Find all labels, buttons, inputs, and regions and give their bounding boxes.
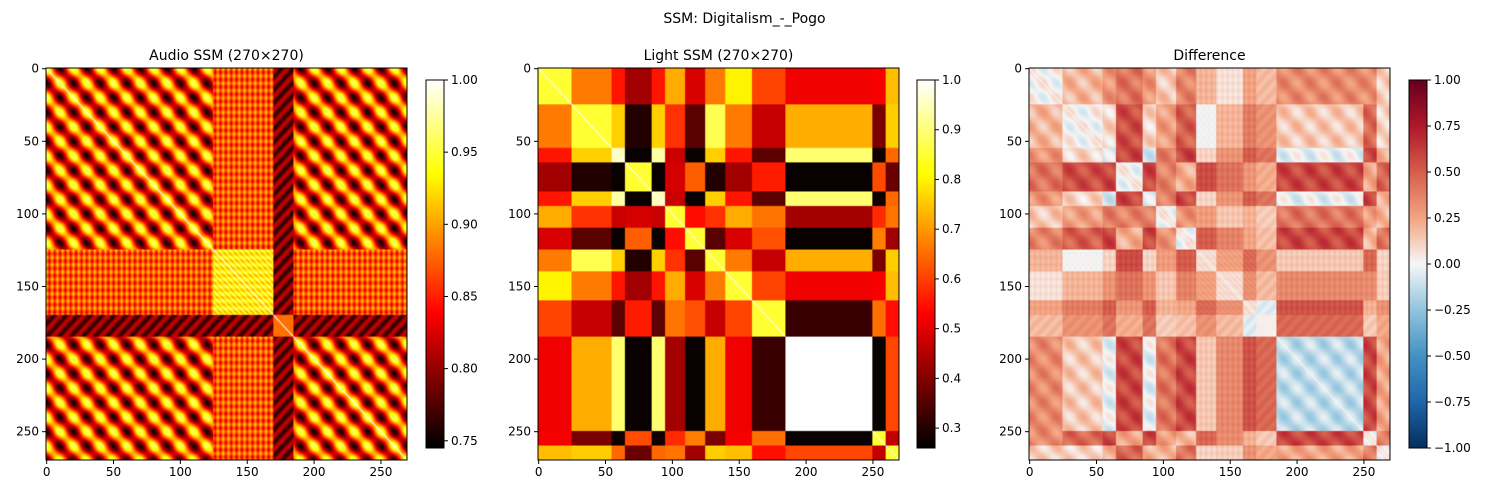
colorbar-tick-label: 0.25 [1434,211,1461,225]
colorbar-tick-label: 0.8 [942,172,961,186]
x-tick-label: 100 [661,465,684,479]
y-tick-label: 100 [508,207,531,221]
difference-panel: Difference 0 50 100 150 200 250 0 50 100 150 200 250… [999,48,1471,479]
colorbar-frame [425,79,445,449]
y-tick-label: 150 [999,280,1022,294]
figure-suptitle: SSM: Digitalism_-_Pogo [663,11,825,27]
x-tick-label: 250 [1352,465,1375,479]
y-tick-label: 50 [24,134,39,148]
panel-title: Difference [1173,48,1245,64]
colorbar-tick-label: 1.00 [451,73,478,87]
y-tick-label: 200 [16,352,39,366]
colorbar-tick-label: −1.00 [1434,441,1471,455]
x-tick-label: 50 [598,465,613,479]
x-tick-label: 50 [1089,465,1104,479]
x-tick-label: 150 [1219,465,1242,479]
y-tick-label: 200 [508,352,531,366]
x-tick-label: 200 [303,465,326,479]
y-tick-label: 250 [16,425,39,439]
y-tick-label: 100 [16,207,39,221]
axes-frame [45,67,408,461]
colorbar-tick-label: 0.00 [1434,257,1461,271]
colorbar-tick-label: 0.6 [942,272,961,286]
x-tick-label: 0 [1026,465,1034,479]
panel-title: Audio SSM (270×270) [149,48,304,64]
colorbar-tick-label: 0.75 [1434,119,1461,133]
y-tick-label: 250 [999,425,1022,439]
colorbar-tick-label: −0.75 [1434,395,1471,409]
heatmap-image [538,68,899,460]
colorbar-tick-label: 0.75 [451,434,478,448]
x-tick-label: 0 [535,465,543,479]
y-tick-label: 250 [508,425,531,439]
y-tick-label: 50 [1007,134,1022,148]
y-tick-label: 200 [999,352,1022,366]
colorbar-tick-label: 0.4 [942,371,961,385]
colorbar-tick-label: 0.3 [942,421,961,435]
y-tick-label: 50 [516,134,531,148]
light-ssm-panel: Light SSM (270×270) 0 50 100 150 200 250 0 50 100… [508,48,961,479]
colorbar [1409,80,1427,448]
colorbar-tick-label: 1.0 [942,73,961,87]
colorbar-tick-label: 0.9 [942,123,961,137]
panel-title: Light SSM (270×270) [644,48,794,64]
colorbar-tick-label: 1.00 [1434,73,1461,87]
colorbar-tick-label: 0.5 [942,322,961,336]
axes-frame [537,67,900,461]
y-tick-label: 0 [31,62,39,76]
axes-frame [1028,67,1391,461]
audio-ssm-panel: Audio SSM (270×270) 0 50 100 150 200 250 0 50 100… [16,48,478,479]
x-tick-label: 50 [106,465,121,479]
y-tick-label: 0 [523,62,531,76]
x-tick-label: 100 [1152,465,1175,479]
x-tick-label: 200 [1286,465,1309,479]
colorbar [917,80,935,448]
colorbar-tick-label: 0.80 [451,362,478,376]
y-tick-label: 100 [999,207,1022,221]
y-tick-label: 150 [16,280,39,294]
heatmap-image [1029,68,1390,460]
x-tick-label: 100 [169,465,192,479]
colorbar-tick-label: 0.90 [451,217,478,231]
colorbar-tick-label: 0.50 [1434,165,1461,179]
y-tick-label: 0 [1014,62,1022,76]
colorbar-tick-label: 0.85 [451,289,478,303]
colorbar-tick-label: 0.95 [451,145,478,159]
x-tick-label: 0 [43,465,51,479]
x-tick-label: 150 [728,465,751,479]
colorbar [426,80,444,448]
colorbar-tick-label: −0.50 [1434,349,1471,363]
colorbar-tick-label: 0.7 [942,222,961,236]
colorbar-tick-label: −0.25 [1434,303,1471,317]
x-tick-label: 250 [861,465,884,479]
colorbar-frame [916,79,936,449]
x-tick-label: 200 [795,465,818,479]
heatmap-image [46,68,407,460]
y-tick-label: 150 [508,280,531,294]
x-tick-label: 250 [369,465,392,479]
x-tick-label: 150 [236,465,259,479]
